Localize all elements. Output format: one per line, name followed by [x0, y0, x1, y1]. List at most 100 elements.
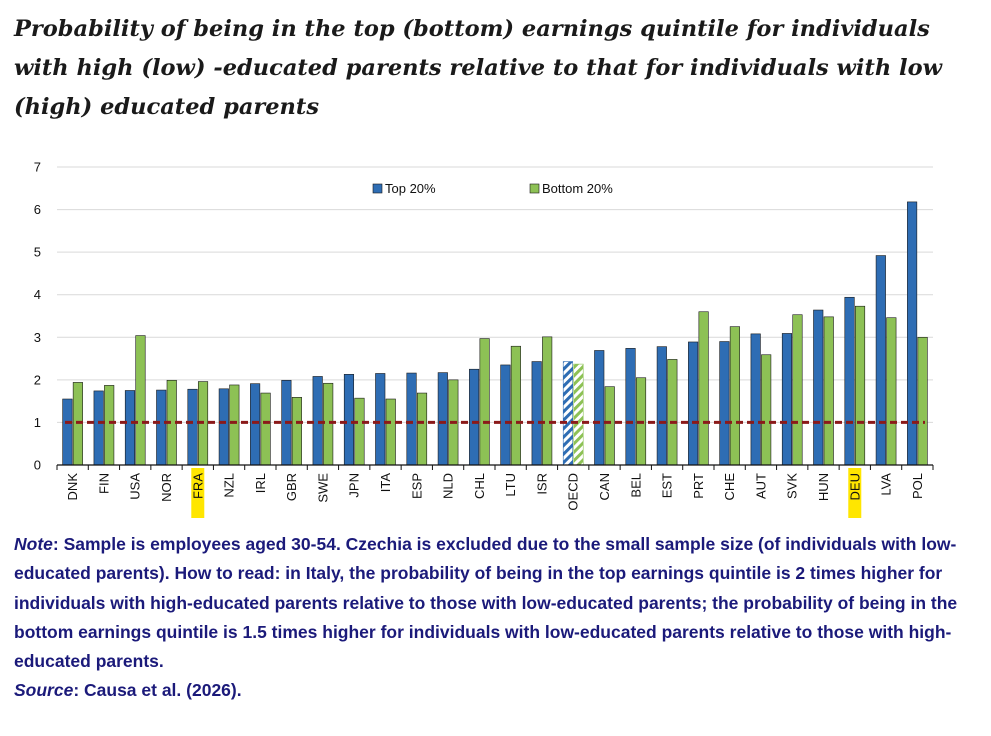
bar-top-fra	[187, 388, 198, 466]
x-tick-label: GBR	[284, 473, 299, 501]
bar-top-dnk	[62, 398, 73, 466]
y-tick-label: 0	[34, 458, 41, 473]
legend-swatch-bottom	[529, 183, 540, 194]
y-axis: 0 1 2 3 4 5 6 7	[34, 160, 41, 473]
bar-bottom-lva	[886, 317, 897, 466]
bar-top-nzl	[218, 388, 229, 466]
x-tick-label: DNK	[65, 473, 80, 501]
bar-top-esp	[406, 372, 417, 466]
category-labels: DNK FIN USA NOR FRA NZL IRL GBR SWE JPN ITA ESP NLD C…	[65, 473, 925, 511]
y-tick-label: 2	[34, 372, 41, 387]
y-tick-label: 7	[34, 160, 41, 175]
highlight-marker	[848, 468, 862, 518]
x-tick-label: CAN	[597, 473, 612, 500]
x-tick-label: EST	[660, 473, 675, 498]
x-tick-label: LTU	[503, 473, 518, 497]
x-tick-label: NOR	[159, 473, 174, 502]
bar-bottom-irl	[260, 392, 271, 466]
bar-bottom-can	[604, 386, 615, 466]
bar-top-lva	[875, 255, 886, 466]
x-tick-label: ISR	[534, 473, 549, 495]
x-tick-label: CHL	[472, 473, 487, 499]
x-tick-label: LVA	[879, 473, 894, 496]
bar-bottom-ltu	[510, 345, 521, 466]
bar-bottom-hun	[823, 316, 834, 466]
bar-top-svk	[781, 333, 793, 466]
x-tick-label: NLD	[441, 473, 456, 499]
bar-top-irl	[250, 383, 261, 466]
bar-top-hun	[813, 309, 824, 466]
x-tick-label: FRA	[190, 473, 205, 499]
x-tick-label: POL	[910, 473, 925, 499]
note-label: Note	[14, 534, 53, 554]
bar-top-jpn	[343, 374, 355, 466]
legend: Top 20% Bottom 20%	[372, 181, 613, 196]
bar-bottom-swe	[323, 382, 334, 466]
bar-bottom-deu	[854, 305, 866, 466]
legend-label-bottom: Bottom 20%	[542, 181, 613, 196]
bar-top-pol	[907, 201, 918, 466]
chart-note: Note: Sample is employees aged 30-54. Cz…	[14, 530, 979, 706]
bar-bottom-fin	[104, 385, 115, 466]
gridlines	[57, 166, 933, 423]
x-tick-label: SWE	[315, 473, 330, 503]
bar-bottom-usa	[135, 335, 146, 466]
x-tick-label: USA	[128, 473, 143, 500]
category-highlights	[191, 468, 862, 518]
bar-top-ita	[375, 373, 386, 466]
x-tick-label: DEU	[847, 473, 862, 500]
x-tick-label: OECD	[566, 473, 581, 511]
x-tick-label: CHE	[722, 473, 737, 501]
bar-bottom-chl	[479, 338, 490, 466]
bars	[62, 201, 928, 466]
y-tick-label: 6	[34, 202, 41, 217]
legend-label-top: Top 20%	[385, 181, 436, 196]
x-axis	[56, 464, 934, 470]
y-tick-label: 3	[34, 330, 41, 345]
bar-top-che	[719, 341, 730, 466]
bar-bottom-nzl	[229, 384, 240, 466]
chart-title: Probability of being in the top (bottom)…	[14, 16, 942, 120]
y-tick-label: 5	[34, 245, 41, 260]
x-tick-label: JPN	[347, 473, 362, 498]
bar-top-can	[594, 350, 605, 466]
x-tick-label: PRT	[691, 473, 706, 499]
x-tick-label: NZL	[222, 473, 237, 498]
y-tick-label: 1	[34, 415, 41, 430]
x-tick-label: SVK	[785, 473, 800, 499]
y-tick-label: 4	[34, 287, 41, 302]
bar-bottom-ita	[385, 398, 396, 466]
bar-top-est	[656, 346, 667, 466]
bar-bottom-oecd	[573, 363, 584, 466]
bar-bottom-prt	[698, 311, 709, 466]
bar-top-prt	[688, 341, 699, 466]
bar-bottom-che	[729, 326, 740, 466]
bar-top-deu	[844, 296, 855, 466]
bar-bottom-est	[667, 359, 678, 466]
bar-bottom-esp	[416, 392, 428, 466]
x-tick-label: AUT	[753, 473, 768, 499]
x-tick-label: ITA	[378, 473, 393, 493]
source-label: Source	[14, 680, 74, 701]
bar-top-oecd	[562, 361, 574, 466]
bar-bottom-aut	[761, 354, 772, 466]
x-tick-label: HUN	[816, 473, 831, 501]
bar-top-usa	[124, 390, 136, 466]
bar-bottom-isr	[542, 336, 553, 466]
note-text: : Sample is employees aged 30-54. Czechi…	[14, 534, 958, 672]
bar-top-isr	[531, 361, 542, 466]
legend-swatch-top	[372, 183, 383, 194]
x-tick-label: BEL	[628, 473, 643, 498]
highlight-marker	[191, 468, 205, 518]
bar-bottom-gbr	[291, 397, 302, 466]
bar-top-fin	[93, 390, 104, 466]
source-text: : Causa et al. (2026).	[73, 680, 242, 701]
bar-top-nld	[437, 372, 448, 466]
bar-chart: 0 1 2 3 4 5 6 7 DNK FIN USA NOR FRA NZL IRL GBR SWE JPN I…	[34, 160, 934, 518]
x-tick-label: IRL	[253, 473, 268, 493]
bar-top-bel	[625, 348, 636, 466]
x-tick-label: ESP	[409, 473, 424, 499]
bar-top-swe	[312, 376, 323, 466]
bar-bottom-svk	[792, 314, 803, 466]
bar-top-aut	[750, 333, 761, 466]
